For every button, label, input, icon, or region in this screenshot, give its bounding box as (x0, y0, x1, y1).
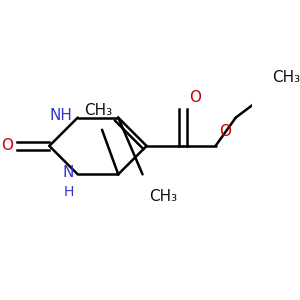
Text: O: O (220, 124, 232, 140)
Text: O: O (189, 90, 201, 105)
Text: CH₃: CH₃ (84, 103, 112, 118)
Text: H: H (64, 185, 74, 199)
Text: CH₃: CH₃ (272, 70, 300, 85)
Text: CH₃: CH₃ (149, 189, 177, 204)
Text: O: O (1, 138, 13, 153)
Text: N: N (62, 165, 74, 180)
Text: NH: NH (50, 109, 73, 124)
